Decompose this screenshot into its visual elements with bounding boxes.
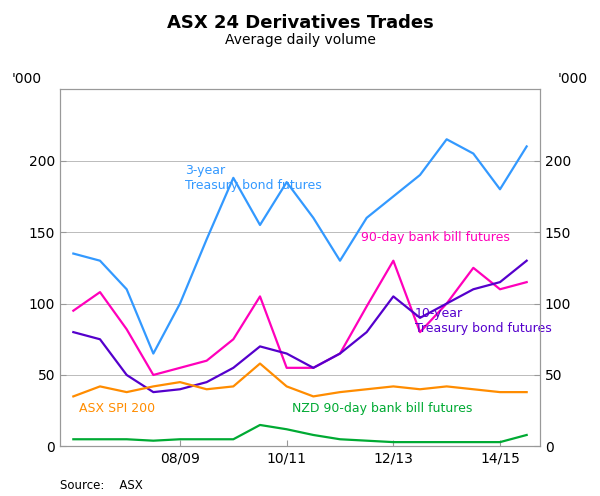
Text: 3-year
Treasury bond futures: 3-year Treasury bond futures	[185, 164, 322, 192]
Text: Source:    ASX: Source: ASX	[60, 479, 143, 492]
Text: 90-day bank bill futures: 90-day bank bill futures	[361, 231, 510, 244]
Text: NZD 90-day bank bill futures: NZD 90-day bank bill futures	[292, 402, 472, 415]
Text: ASX SPI 200: ASX SPI 200	[79, 402, 155, 415]
Text: Average daily volume: Average daily volume	[224, 33, 376, 47]
Text: '000: '000	[558, 72, 588, 86]
Text: '000: '000	[12, 72, 42, 86]
Text: ASX 24 Derivatives Trades: ASX 24 Derivatives Trades	[167, 14, 433, 32]
Text: 10-year
Treasury bond futures: 10-year Treasury bond futures	[415, 307, 551, 335]
